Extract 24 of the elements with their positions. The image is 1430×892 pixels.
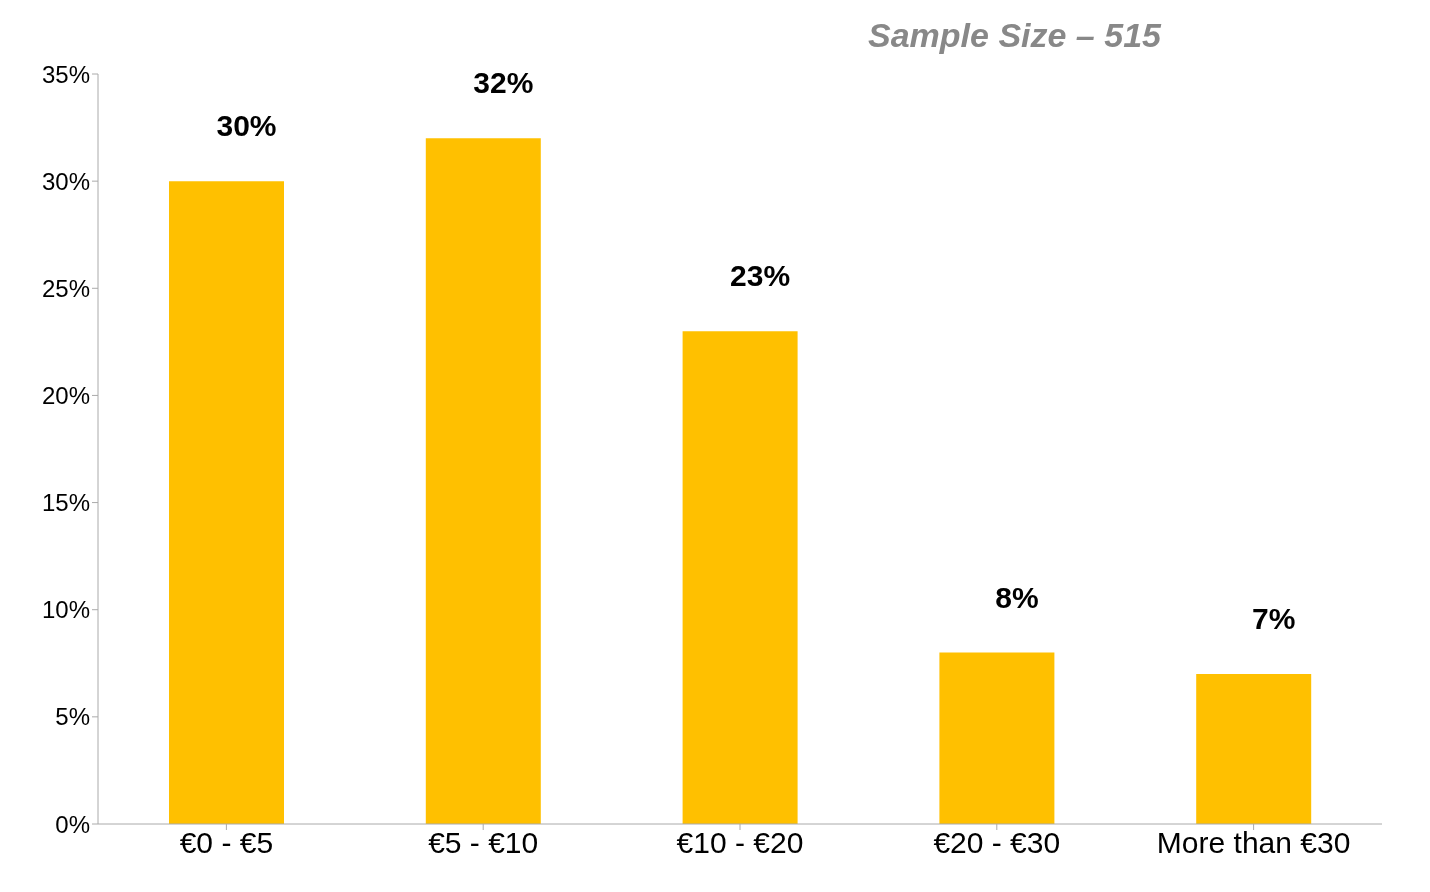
y-tick-label: 10% [41,596,90,624]
y-tick-label: 25% [41,274,90,302]
y-tick-label: 35% [41,60,90,88]
bar [939,652,1055,824]
y-tick-label: 20% [41,381,90,409]
bar [1196,674,1312,824]
y-tick-label: 0% [55,810,90,838]
bar [169,181,284,824]
y-tick-label: 15% [41,489,90,517]
bar [682,331,798,824]
x-tick-label: €5 - €10 [428,826,539,860]
data-label: 8% [995,580,1039,614]
x-tick-label: €20 - €30 [933,826,1061,860]
x-tick-label: €10 - €20 [676,826,804,860]
data-label: 30% [216,109,277,143]
x-tick-label: €0 - €5 [179,826,274,860]
y-tick-label: 5% [55,703,90,731]
chart-title: Sample Size – 515 [868,16,1161,55]
x-tick-label: More than €30 [1156,826,1351,860]
y-tick-label: 30% [41,167,90,195]
data-label: 23% [730,259,791,293]
data-label: 7% [1252,602,1296,635]
data-label: 32% [473,66,534,100]
bar [425,138,541,824]
